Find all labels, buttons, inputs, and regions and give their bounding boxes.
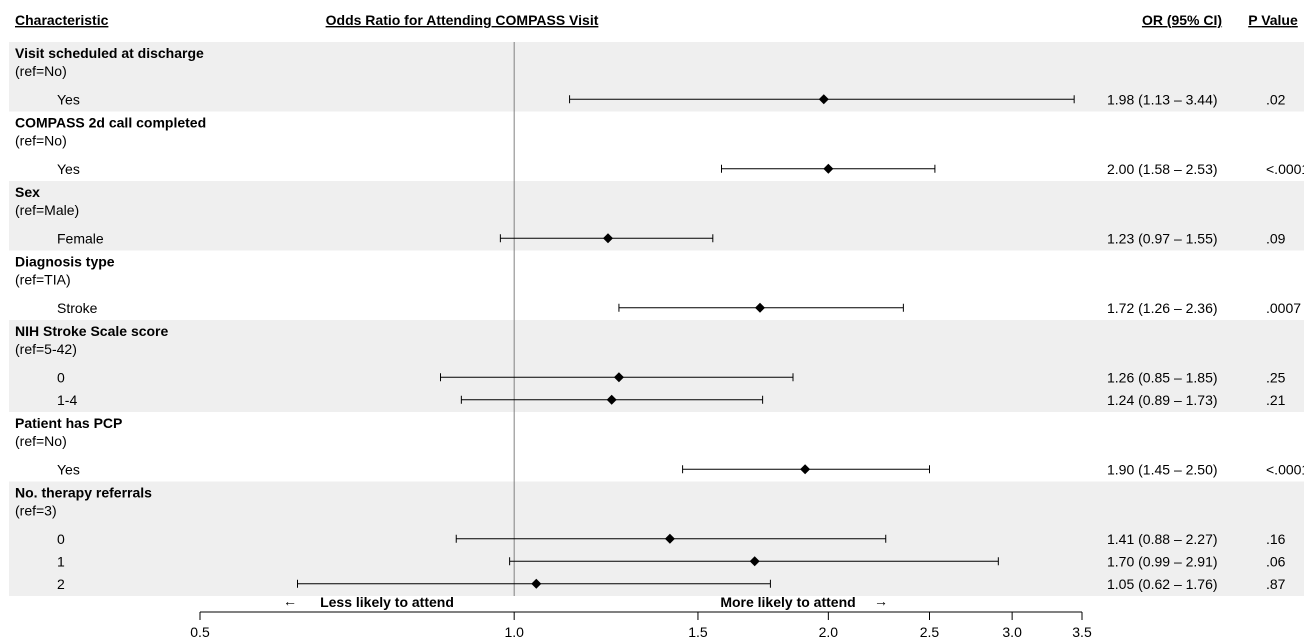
group-ref-label: (ref=TIA) xyxy=(15,272,71,288)
or-ci-value: 1.05 (0.62 – 1.76) xyxy=(1107,576,1218,592)
or-ci-value: 2.00 (1.58 – 2.53) xyxy=(1107,161,1218,177)
group-title: Diagnosis type xyxy=(15,254,115,270)
more-likely-label: More likely to attend xyxy=(720,594,855,610)
point-estimate-marker xyxy=(823,163,834,174)
group-title: No. therapy referrals xyxy=(15,485,152,501)
characteristic-header: Characteristic xyxy=(15,12,109,28)
or-ci-value: 1.70 (0.99 – 2.91) xyxy=(1107,553,1218,569)
or-ci-value: 1.90 (1.45 – 2.50) xyxy=(1107,461,1218,477)
or-ci-value: 1.26 (0.85 – 1.85) xyxy=(1107,369,1218,385)
row-label: Yes xyxy=(57,91,80,107)
group-ref-label: (ref=No) xyxy=(15,433,67,449)
plot-rows: Visit scheduled at discharge (ref=No) Yes 1… xyxy=(15,45,1304,592)
point-estimate-marker xyxy=(603,233,614,244)
group-ref-label: (ref=Male) xyxy=(15,202,79,218)
row-label: Stroke xyxy=(57,300,98,316)
p-value: .87 xyxy=(1266,576,1286,592)
p-value-header: P Value xyxy=(1248,12,1298,28)
or-ci-value: 1.23 (0.97 – 1.55) xyxy=(1107,230,1218,246)
group-title: Sex xyxy=(15,184,40,200)
point-estimate-marker xyxy=(818,94,829,105)
point-estimate-marker xyxy=(754,302,765,313)
x-tick-label: 1.0 xyxy=(504,624,524,640)
row-label: 2 xyxy=(57,576,65,592)
point-estimate-marker xyxy=(664,533,675,544)
group-title: Patient has PCP xyxy=(15,415,122,431)
less-likely-label: Less likely to attend xyxy=(320,594,454,610)
plot-title: Odds Ratio for Attending COMPASS Visit xyxy=(326,12,599,28)
p-value: .0007 xyxy=(1266,300,1301,316)
row-label: Yes xyxy=(57,161,80,177)
row-bands xyxy=(9,42,1304,596)
p-value: .09 xyxy=(1266,230,1286,246)
point-estimate-marker xyxy=(613,372,624,383)
x-tick-label: 2.5 xyxy=(920,624,940,640)
group-ref-label: (ref=5-42) xyxy=(15,341,77,357)
x-tick-label: 3.0 xyxy=(1002,624,1022,640)
x-axis-ticks: 0.5 1.0 1.5 2.0 2.5 3.0 3.5 xyxy=(190,612,1092,640)
group-ref-label: (ref=No) xyxy=(15,63,67,79)
left-arrow-icon: ← xyxy=(283,593,297,609)
or-ci-header: OR (95% CI) xyxy=(1142,12,1222,28)
p-value: .06 xyxy=(1266,553,1286,569)
p-value: <.0001 xyxy=(1266,161,1304,177)
x-tick-label: 3.5 xyxy=(1072,624,1092,640)
group-title: COMPASS 2d call completed xyxy=(15,115,206,131)
point-estimate-marker xyxy=(606,394,617,405)
group-ref-label: (ref=3) xyxy=(15,503,57,519)
p-value: .16 xyxy=(1266,531,1286,547)
or-ci-value: 1.41 (0.88 – 2.27) xyxy=(1107,531,1218,547)
row-label: Female xyxy=(57,230,104,246)
row-band xyxy=(9,42,1304,112)
or-ci-value: 1.98 (1.13 – 3.44) xyxy=(1107,91,1218,107)
p-value: .21 xyxy=(1266,392,1286,408)
point-estimate-marker xyxy=(749,556,760,567)
point-estimate-marker xyxy=(531,578,542,589)
row-band xyxy=(9,320,1304,412)
group-title: NIH Stroke Scale score xyxy=(15,323,169,339)
row-label: Yes xyxy=(57,461,80,477)
or-ci-value: 1.24 (0.89 – 1.73) xyxy=(1107,392,1218,408)
or-ci-value: 1.72 (1.26 – 2.36) xyxy=(1107,300,1218,316)
point-estimate-marker xyxy=(800,464,811,475)
row-label: 1-4 xyxy=(57,392,77,408)
row-label: 1 xyxy=(57,553,65,569)
row-band xyxy=(9,181,1304,251)
x-tick-label: 0.5 xyxy=(190,624,210,640)
p-value: .02 xyxy=(1266,91,1286,107)
p-value: <.0001 xyxy=(1266,461,1304,477)
group-ref-label: (ref=No) xyxy=(15,133,67,149)
right-arrow-icon: → xyxy=(874,593,888,609)
x-tick-label: 1.5 xyxy=(688,624,708,640)
row-label: 0 xyxy=(57,531,65,547)
x-tick-label: 2.0 xyxy=(819,624,839,640)
p-value: .25 xyxy=(1266,369,1286,385)
row-label: 0 xyxy=(57,369,65,385)
group-title: Visit scheduled at discharge xyxy=(15,45,204,61)
